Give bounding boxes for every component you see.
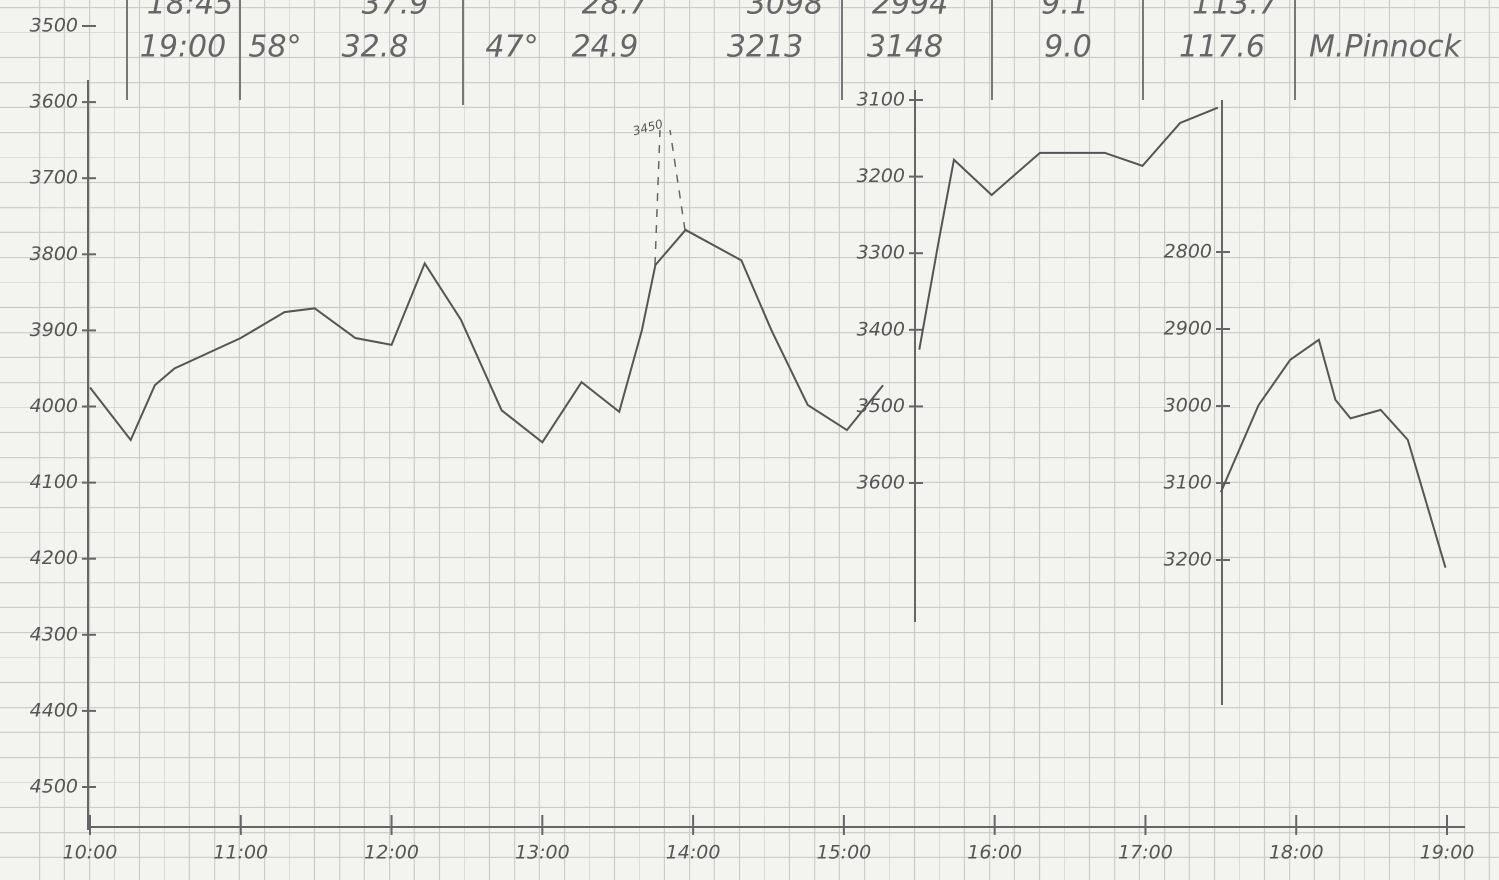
x-tick-label: 11:00 (213, 842, 268, 864)
header-cell: 32.8 (342, 30, 409, 65)
y-tick-label: 4100 (30, 471, 78, 493)
header-cell: 37.9 (362, 0, 429, 22)
y-tick-label: 3200 (1164, 549, 1212, 571)
y-tick-label: 3100 (1164, 472, 1212, 494)
y-tick-label: 3700 (30, 167, 78, 189)
x-tick-label: 10:00 (63, 842, 118, 864)
y-tick-label: 3400 (857, 318, 905, 340)
x-tick-label: 19:00 (1420, 842, 1475, 864)
y-tick-label: 3100 (857, 89, 905, 111)
data-line (1219, 338, 1447, 568)
header-cell: 3213 (727, 30, 803, 65)
header-cell: 19:00 (140, 30, 226, 65)
header-cell: 47° (485, 30, 538, 65)
header-cell: 117.6 (1179, 30, 1265, 65)
y-tick-label: 3500 (857, 395, 905, 417)
header-cell: 3098 (747, 0, 823, 22)
y-tick-label: 3600 (30, 91, 78, 113)
x-tick-label: 17:00 (1118, 842, 1173, 864)
header-cell: 58° (248, 30, 301, 65)
x-tick-label: 14:00 (666, 842, 721, 864)
y-tick-label: 3800 (30, 243, 78, 265)
y-tick-label: 4500 (30, 776, 78, 798)
header-cell: M.Pinnock (1309, 30, 1463, 65)
header-cell: 2994 (872, 0, 948, 22)
header-cell: 24.9 (572, 30, 639, 65)
y-tick-label: 4400 (30, 699, 78, 721)
header-cell: 3148 (867, 30, 943, 65)
x-tick-label: 15:00 (817, 842, 872, 864)
x-tick-label: 13:00 (515, 842, 570, 864)
x-tick-label: 18:00 (1269, 842, 1324, 864)
header-lines (126, 0, 1296, 105)
header-cell: 9.1 (1041, 0, 1089, 22)
y-tick-label: 2800 (1164, 241, 1212, 263)
header-cell: 28.7 (582, 0, 649, 22)
y-tick-label: 3600 (857, 472, 905, 494)
y-tick-label: 3300 (857, 242, 905, 264)
y-tick-label: 3000 (1164, 395, 1212, 417)
header-cell: " (1428, 0, 1442, 22)
y-tick-label: 3200 (857, 165, 905, 187)
y-tick-label: 3900 (30, 319, 78, 341)
header-cell: 18:45 (147, 0, 233, 22)
data-line (918, 106, 1219, 350)
y-tick-label: 3500 (30, 15, 78, 37)
x-tick-label: 12:00 (364, 842, 419, 864)
spike-dashes (654, 129, 686, 266)
y-tick-label: 4300 (30, 623, 78, 645)
data-line (89, 228, 884, 444)
x-tick-label: 16:00 (967, 842, 1022, 864)
y-tick-label: 4200 (30, 547, 78, 569)
y-tick-label: 4000 (30, 395, 78, 417)
header-cell: 9.0 (1044, 30, 1092, 65)
header-cell: 113.7 (1192, 0, 1278, 22)
y-tick-label: 2900 (1164, 318, 1212, 340)
